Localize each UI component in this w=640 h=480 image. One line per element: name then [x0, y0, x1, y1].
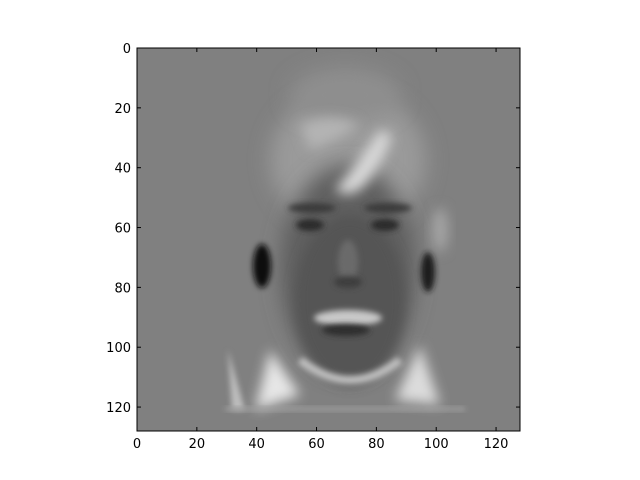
y-axis: 0 20 40 60 80 100 120 — [106, 42, 520, 416]
x-tick-label: 40 — [248, 437, 265, 452]
x-axis: 0 20 40 60 80 100 120 — [133, 48, 509, 452]
y-tick-label: 0 — [123, 42, 131, 57]
x-tick-label: 120 — [484, 437, 509, 452]
y-tick-label: 60 — [114, 222, 131, 237]
x-tick-label: 80 — [368, 437, 385, 452]
y-tick-label: 100 — [106, 341, 131, 356]
x-tick-label: 20 — [189, 437, 206, 452]
y-tick-label: 120 — [106, 401, 131, 416]
y-tick-label: 80 — [114, 281, 131, 296]
y-tick-label: 40 — [114, 162, 131, 177]
y-tick-label: 20 — [114, 102, 131, 117]
heatmap-image — [137, 48, 520, 431]
axes-frame — [136, 47, 521, 432]
x-tick-label: 0 — [133, 437, 141, 452]
x-tick-label: 60 — [308, 437, 325, 452]
x-tick-label: 100 — [424, 437, 449, 452]
